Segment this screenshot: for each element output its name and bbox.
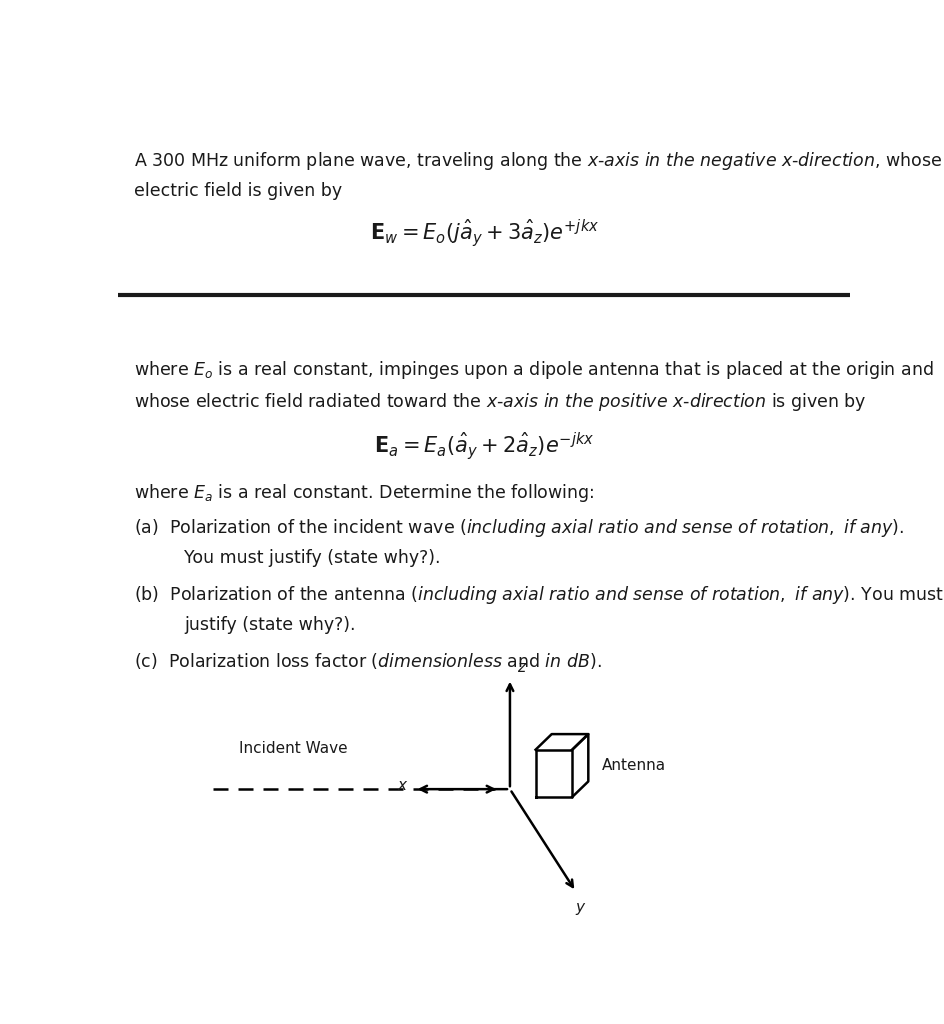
- Text: $\mathbf{E}_{a} = E_a(\hat{a}_y + 2\hat{a}_z)e^{-jkx}$: $\mathbf{E}_{a} = E_a(\hat{a}_y + 2\hat{…: [374, 430, 594, 463]
- Text: (b)  Polarization of the antenna ($\mathit{including\ axial\ ratio\ and\ sense\ : (b) Polarization of the antenna ($\mathi…: [134, 584, 943, 606]
- Text: Antenna: Antenna: [600, 758, 665, 773]
- Text: $\mathbf{E}_{w} = E_o(j\hat{a}_y + 3\hat{a}_z)e^{+jkx}$: $\mathbf{E}_{w} = E_o(j\hat{a}_y + 3\hat…: [369, 217, 598, 250]
- Text: You must justify (state why?).: You must justify (state why?).: [184, 549, 440, 566]
- Text: where $E_a$ is a real constant. Determine the following:: where $E_a$ is a real constant. Determin…: [134, 481, 594, 504]
- Text: A 300 MHz uniform plane wave, traveling along the $\mathit{x}$-$\mathit{axis\ in: A 300 MHz uniform plane wave, traveling …: [134, 151, 941, 172]
- Text: whose electric field radiated toward the $\mathit{x}$-$\mathit{axis\ in\ the\ po: whose electric field radiated toward the…: [134, 391, 866, 413]
- Text: Incident Wave: Incident Wave: [239, 741, 347, 756]
- Text: z: z: [516, 659, 525, 675]
- Text: (a)  Polarization of the incident wave ($\mathit{including\ axial\ ratio\ and\ s: (a) Polarization of the incident wave ($…: [134, 517, 903, 539]
- Text: justify (state why?).: justify (state why?).: [184, 615, 355, 634]
- Text: electric field is given by: electric field is given by: [134, 182, 342, 200]
- Text: where $E_o$ is a real constant, impinges upon a dipole antenna that is placed at: where $E_o$ is a real constant, impinges…: [134, 359, 933, 381]
- Text: x: x: [396, 777, 406, 793]
- Text: y: y: [574, 899, 583, 914]
- Text: (c)  Polarization loss factor ($\mathit{dimensionless}$ and $\mathit{in\ dB}$).: (c) Polarization loss factor ($\mathit{d…: [134, 651, 601, 671]
